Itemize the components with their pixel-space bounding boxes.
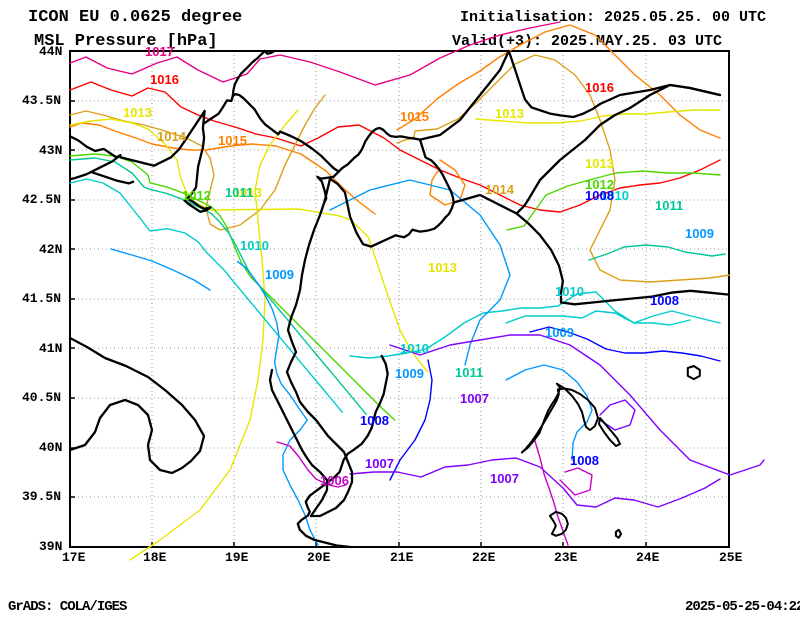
svg-text:1013: 1013 [123, 105, 152, 120]
svg-text:1015: 1015 [218, 133, 247, 148]
svg-text:1013: 1013 [585, 156, 614, 171]
svg-text:1006: 1006 [320, 473, 349, 488]
svg-text:1007: 1007 [490, 471, 519, 486]
svg-text:1011: 1011 [655, 198, 683, 213]
svg-text:1008: 1008 [570, 453, 599, 468]
svg-text:1008: 1008 [585, 188, 614, 203]
svg-text:1014: 1014 [485, 182, 515, 197]
svg-text:1017: 1017 [145, 44, 174, 59]
svg-text:1010: 1010 [240, 238, 269, 253]
svg-text:1011: 1011 [455, 365, 483, 380]
svg-text:1009: 1009 [685, 226, 714, 241]
svg-text:1008: 1008 [360, 413, 389, 428]
svg-text:1009: 1009 [545, 325, 574, 340]
svg-text:1015: 1015 [400, 109, 429, 124]
svg-text:1009: 1009 [265, 267, 294, 282]
svg-text:1007: 1007 [460, 391, 489, 406]
svg-text:1008: 1008 [650, 293, 679, 308]
svg-text:1014: 1014 [157, 129, 187, 144]
svg-text:1016: 1016 [585, 80, 614, 95]
svg-text:1010: 1010 [400, 341, 429, 356]
svg-text:1013: 1013 [428, 260, 457, 275]
svg-text:1016: 1016 [150, 72, 179, 87]
svg-text:1009: 1009 [395, 366, 424, 381]
svg-text:1007: 1007 [365, 456, 394, 471]
svg-text:1011: 1011 [225, 185, 253, 200]
svg-text:1012: 1012 [182, 188, 211, 203]
svg-text:1010: 1010 [555, 284, 584, 299]
svg-text:1013: 1013 [495, 106, 524, 121]
